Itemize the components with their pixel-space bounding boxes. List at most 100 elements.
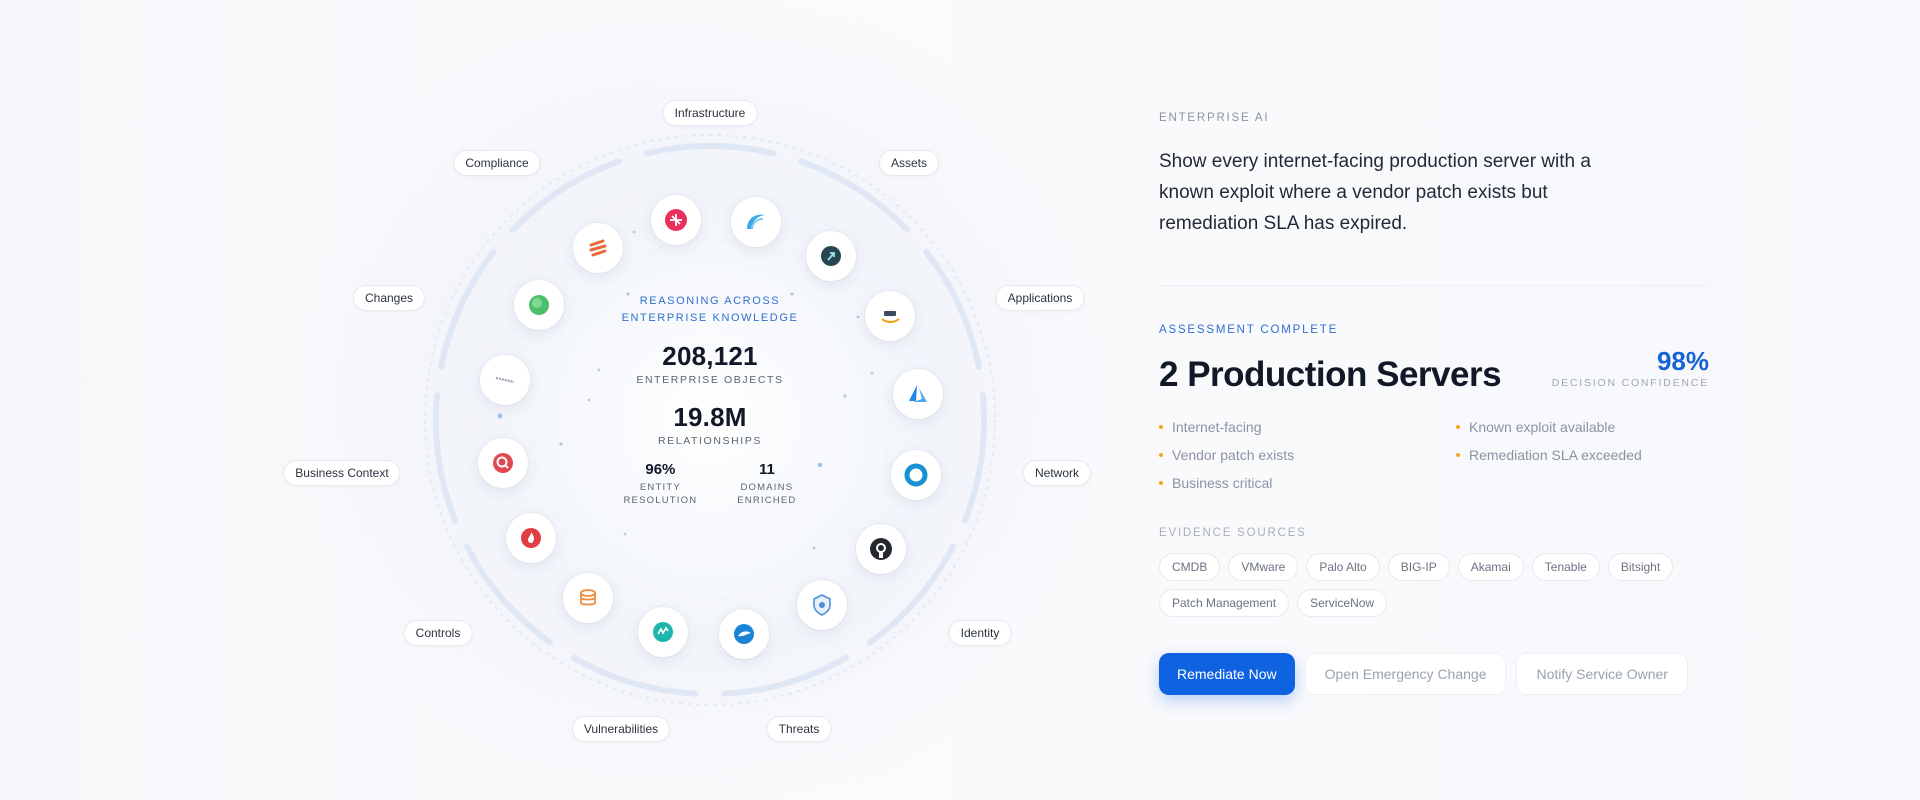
graph-title-line-1: REASONING ACROSS [639, 295, 781, 307]
domain-changes[interactable]: Changes [352, 285, 426, 311]
confidence-block: 98% DECISION CONFIDENCE [1552, 346, 1709, 395]
finding-text: Remediation SLA exceeded [1469, 447, 1642, 463]
domain-assets[interactable]: Assets [878, 150, 940, 176]
finding-text: Internet-facing [1172, 419, 1262, 435]
findings-list: Internet-facing Known exploit available … [1159, 419, 1709, 491]
finding-text: Business critical [1172, 475, 1273, 491]
open-emergency-change-button[interactable]: Open Emergency Change [1304, 653, 1507, 695]
bullet-dot [1456, 453, 1460, 457]
remediate-now-button[interactable]: Remediate Now [1159, 653, 1295, 695]
finding-item: Known exploit available [1456, 419, 1706, 435]
domain-arc [438, 248, 497, 370]
graph-title: REASONING ACROSS ENTERPRISE KNOWLEDGE [600, 293, 820, 327]
github-icon[interactable] [856, 524, 906, 574]
domain-infrastructure[interactable]: Infrastructure [662, 100, 758, 126]
wave-icon[interactable] [731, 197, 781, 247]
bullet-dot [1159, 453, 1163, 457]
result-row: 2 Production Servers 98% DECISION CONFID… [1159, 346, 1709, 395]
resolution-label-2: RESOLUTION [623, 495, 698, 506]
tenable-icon[interactable] [638, 607, 688, 657]
resolution-label: ENTITY RESOLUTION [624, 481, 698, 507]
notify-service-owner-button[interactable]: Notify Service Owner [1516, 653, 1688, 695]
result-title: 2 Production Servers [1159, 355, 1502, 394]
confidence-label: DECISION CONFIDENCE [1551, 377, 1709, 389]
domains-value: 11 [758, 461, 775, 478]
database-icon[interactable] [563, 573, 613, 623]
knowledge-graph: REASONING ACROSS ENTERPRISE KNOWLEDGE 20… [260, 80, 1160, 760]
source-chip[interactable]: Bitsight [1607, 553, 1674, 581]
amazon-icon[interactable] [865, 291, 915, 341]
relationships-value: 19.8M [673, 402, 747, 432]
arrow-badge-icon[interactable] [806, 231, 856, 281]
assessment-status: ASSESSMENT COMPLETE [1159, 324, 1339, 336]
domain-network[interactable]: Network [1022, 460, 1092, 486]
sources-list: CMDB VMware Palo Alto BIG-IP Akamai Tena… [1159, 553, 1709, 617]
magnifier-icon[interactable] [478, 438, 528, 488]
source-chip[interactable]: Patch Management [1159, 589, 1290, 617]
bullet-dot [1159, 481, 1163, 485]
bird-icon[interactable] [719, 609, 769, 659]
source-chip[interactable]: Palo Alto [1306, 553, 1380, 581]
panel-divider [1159, 285, 1709, 286]
domain-business-context[interactable]: Business Context [283, 460, 401, 486]
domains-stat: 11 DOMAINS ENRICHED [737, 461, 796, 507]
domain-arc [797, 158, 911, 233]
source-chip[interactable]: CMDB [1159, 553, 1221, 581]
domains-label-1: DOMAINS [740, 482, 794, 493]
domains-label: DOMAINS ENRICHED [737, 481, 796, 507]
action-bar: Remediate Now Open Emergency Change Noti… [1159, 653, 1709, 695]
finding-item: Business critical [1159, 475, 1456, 491]
source-chip[interactable]: BIG-IP [1387, 553, 1450, 581]
objects-value: 208,121 [662, 341, 758, 371]
azure-icon[interactable] [893, 369, 943, 419]
leaf-icon[interactable] [514, 280, 564, 330]
domain-threats[interactable]: Threats [766, 716, 832, 742]
finding-item: Vendor patch exists [1159, 447, 1456, 463]
domain-arc [432, 392, 459, 524]
resolution-value: 96% [645, 461, 676, 478]
sources-label: EVIDENCE SOURCES [1159, 527, 1307, 539]
source-chip[interactable]: Akamai [1457, 553, 1524, 581]
domain-controls[interactable]: Controls [403, 620, 473, 646]
domain-identity[interactable]: Identity [948, 620, 1012, 646]
finding-item: Internet-facing [1159, 419, 1456, 435]
query-text: Show every internet-facing production se… [1159, 151, 1591, 234]
domain-arc [721, 654, 849, 697]
stripes-icon[interactable] [573, 223, 623, 273]
shield-icon[interactable] [797, 580, 847, 630]
domain-arc [961, 392, 988, 524]
bullet-dot [1159, 425, 1163, 429]
domain-arc [464, 543, 553, 646]
finding-item: Remediation SLA exceeded [1456, 447, 1706, 463]
relationships-label: RELATIONSHIPS [657, 435, 763, 447]
fortinet-icon[interactable] [651, 195, 701, 245]
domain-arc [571, 654, 699, 697]
flame-icon[interactable] [506, 513, 556, 563]
domain-ring [432, 142, 988, 697]
domain-arc [509, 158, 623, 233]
objects-label: ENTERPRISE OBJECTS [636, 374, 784, 386]
domain-vulnerabilities[interactable]: Vulnerabilities [571, 716, 671, 742]
finding-text: Known exploit available [1469, 419, 1616, 435]
domain-applications[interactable]: Applications [995, 285, 1085, 311]
ring-icon[interactable] [891, 450, 941, 500]
source-chip[interactable]: VMware [1228, 553, 1299, 581]
source-chip[interactable]: Tenable [1531, 553, 1600, 581]
resolution-stat: 96% ENTITY RESOLUTION [624, 461, 698, 507]
finding-text: Vendor patch exists [1172, 447, 1295, 463]
graph-rings [410, 120, 1010, 720]
graph-mini-stats: 96% ENTITY RESOLUTION 11 DOMAINS ENRICHE… [600, 461, 820, 507]
resolution-label-1: ENTITY [639, 482, 681, 493]
source-chip[interactable]: ServiceNow [1297, 589, 1388, 617]
bullet-dot [1456, 425, 1460, 429]
assessment-panel: ENTERPRISE AI Show every internet-facing… [1159, 112, 1709, 695]
domain-compliance[interactable]: Compliance [453, 150, 541, 176]
confidence-value: 98% [1656, 346, 1709, 376]
domain-arc [867, 543, 956, 646]
domains-label-2: ENRICHED [737, 495, 797, 506]
graph-title-line-2: ENTERPRISE KNOWLEDGE [621, 312, 799, 324]
graph-summary: REASONING ACROSS ENTERPRISE KNOWLEDGE 20… [600, 293, 820, 507]
wordmark-icon[interactable] [480, 355, 530, 405]
domain-arc [923, 248, 982, 370]
domain-arc [643, 142, 777, 157]
